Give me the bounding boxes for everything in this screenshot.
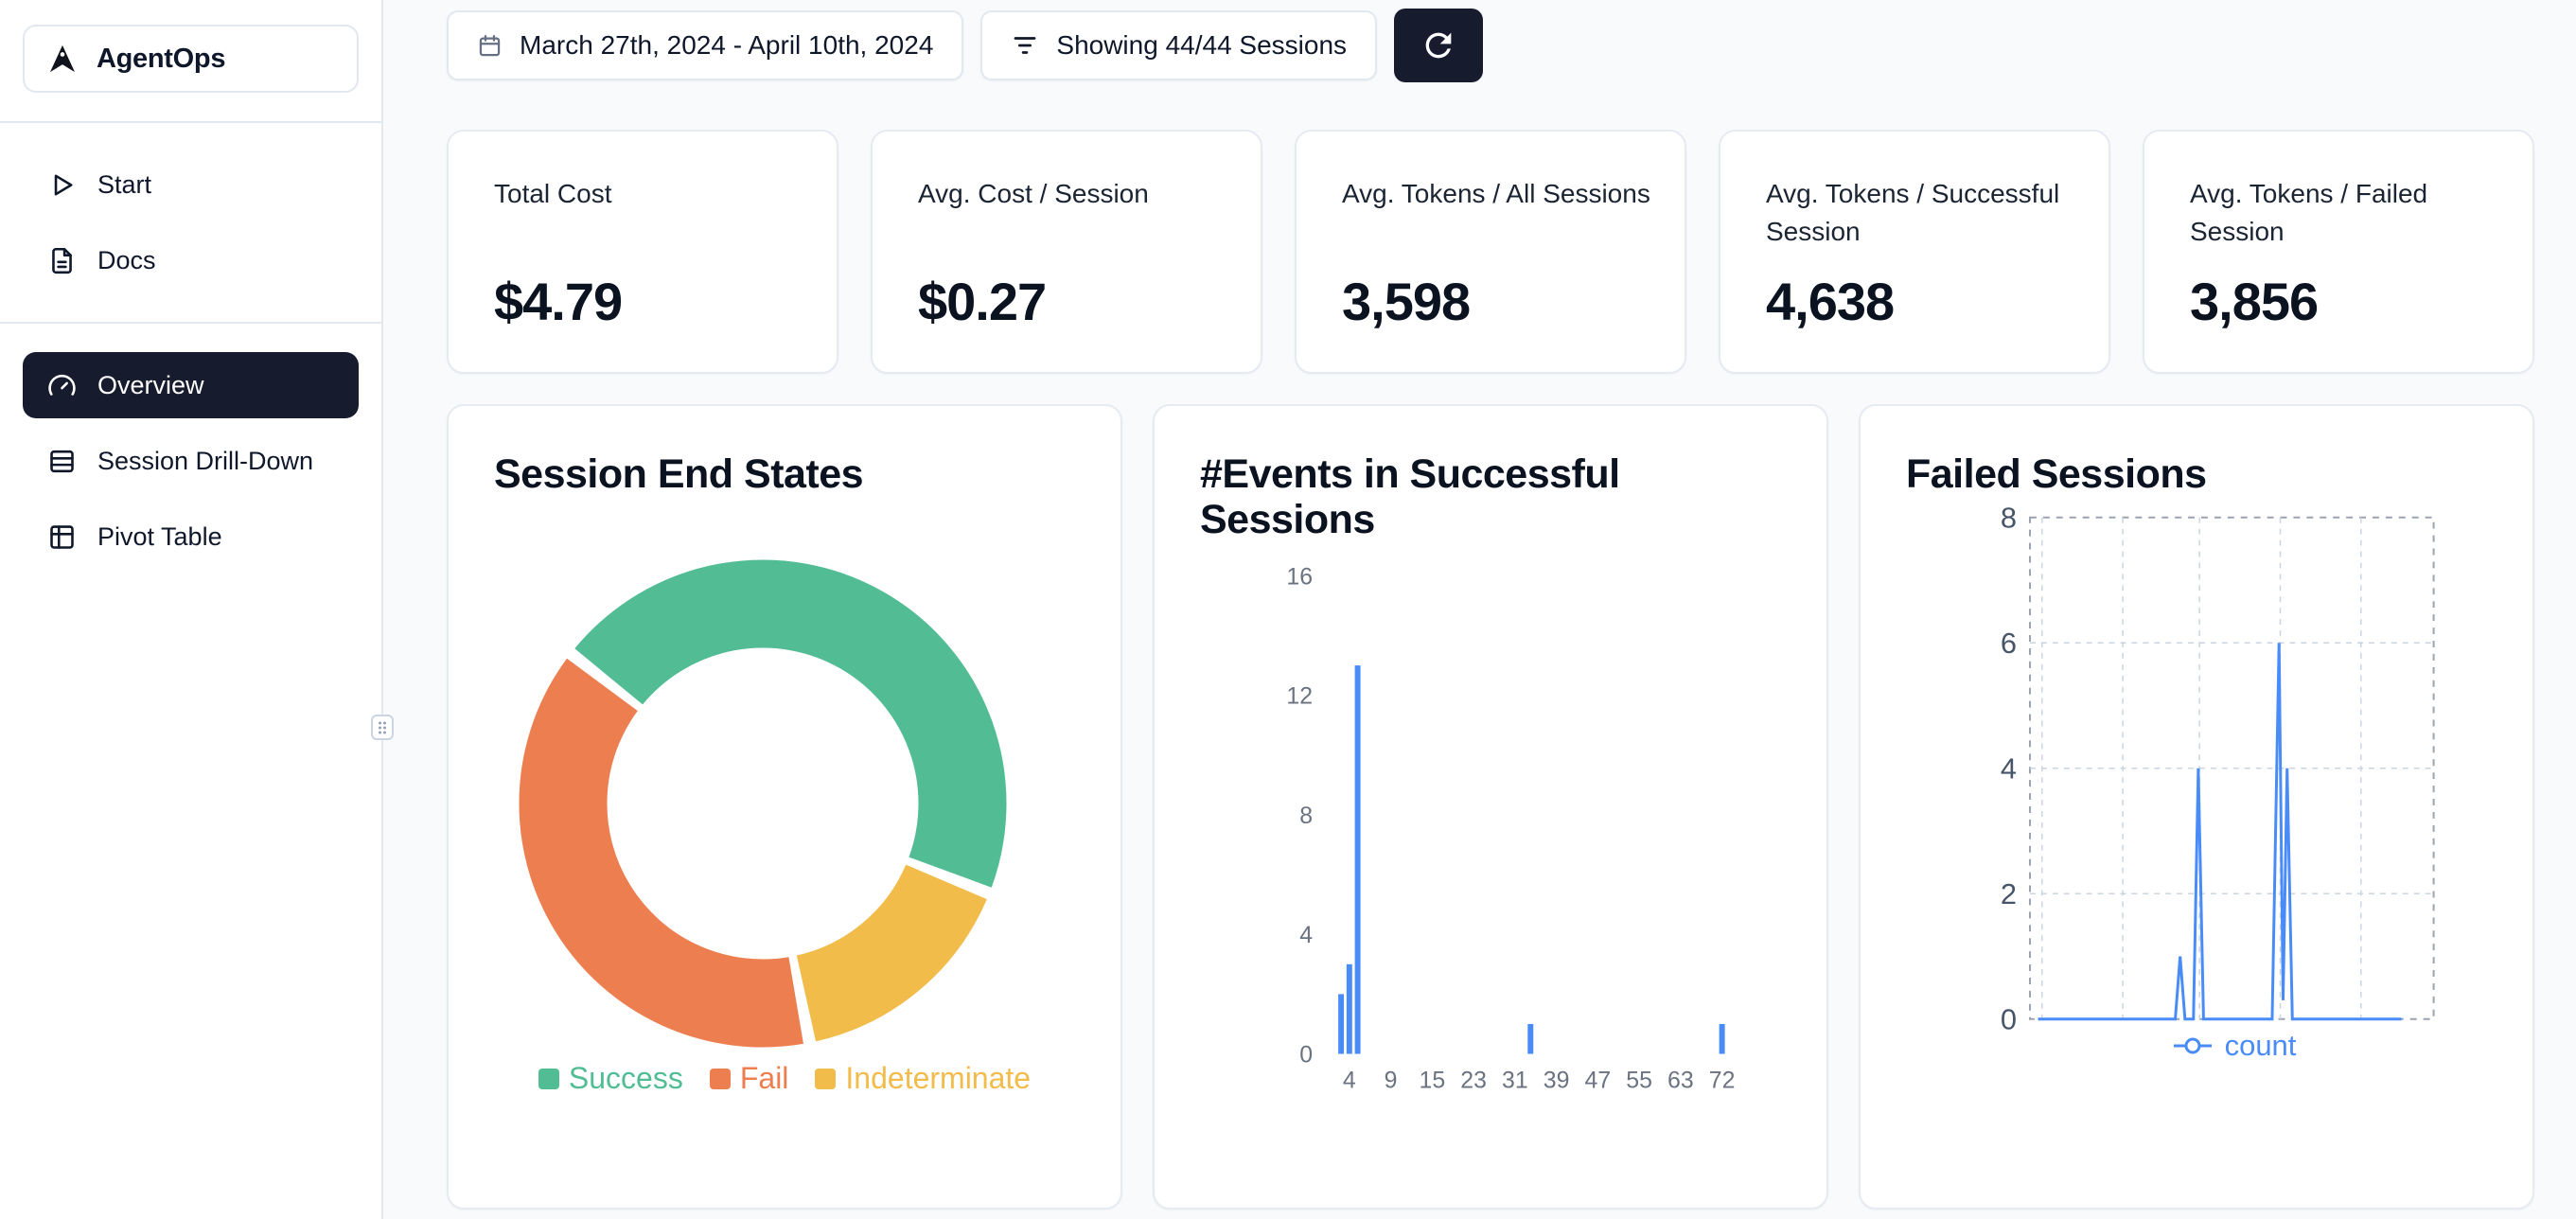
legend-swatch (709, 1068, 731, 1089)
svg-text:12: 12 (1286, 684, 1313, 710)
refresh-button[interactable] (1394, 9, 1484, 82)
failed-sessions-line-chart[interactable]: 0 2 4 6 8 (1861, 406, 2532, 1208)
sidebar-item-label: Pivot Table (97, 521, 222, 551)
count-legend[interactable]: count (2031, 1029, 2437, 1063)
sidebar-item-pivot-table[interactable]: Pivot Table (23, 504, 359, 570)
svg-text:4: 4 (2001, 752, 2017, 786)
sessions-filter-label: Showing 44/44 Sessions (1056, 30, 1348, 60)
svg-text:4: 4 (1343, 1068, 1356, 1093)
rows-icon (50, 450, 74, 472)
stat-card-avg-tokens-successful: Avg. Tokens / Successful Session 4,638 (1719, 130, 2110, 374)
svg-text:72: 72 (1709, 1068, 1736, 1093)
divider (0, 121, 381, 123)
svg-text:55: 55 (1626, 1068, 1652, 1093)
stats-row: Total Cost $4.79 Avg. Cost / Session $0.… (447, 130, 2534, 374)
svg-text:0: 0 (1299, 1042, 1313, 1068)
date-range-label: March 27th, 2024 - April 10th, 2024 (520, 30, 934, 60)
donut-legend-item[interactable]: Indeterminate (815, 1061, 1031, 1096)
agentops-logo-icon (50, 44, 75, 73)
sidebar-item-overview[interactable]: Overview (23, 352, 359, 418)
legend-label: Fail (739, 1061, 789, 1095)
sidebar-item-label: Session Drill-Down (97, 446, 314, 475)
svg-text:8: 8 (1299, 804, 1313, 829)
play-icon (54, 174, 73, 195)
svg-text:39: 39 (1544, 1068, 1570, 1093)
stat-card-avg-tokens-failed: Avg. Tokens / Failed Session 3,856 (2143, 130, 2534, 374)
stat-value: 4,638 (1766, 272, 1895, 331)
sidebar-top-menu: Start Docs (23, 151, 359, 293)
sessions-filter-button[interactable]: Showing 44/44 Sessions (980, 10, 1378, 80)
sidebar-item-start[interactable]: Start (23, 151, 359, 218)
svg-text:9: 9 (1385, 1068, 1398, 1093)
donut-legend-item[interactable]: Success (538, 1061, 683, 1096)
stat-card-total-cost: Total Cost $4.79 (447, 130, 838, 374)
stat-value: $0.27 (918, 272, 1047, 331)
chart-title: Failed Sessions (1906, 451, 2207, 497)
svg-text:23: 23 (1460, 1068, 1487, 1093)
svg-text:4: 4 (1299, 923, 1313, 948)
session-end-states-donut-chart[interactable] (449, 548, 1122, 1097)
failed-sessions-card: Failed Sessions 0 2 4 6 8 count (1859, 404, 2534, 1210)
svg-text:47: 47 (1585, 1068, 1612, 1093)
divider (0, 322, 381, 324)
calendar-icon (479, 34, 501, 56)
filter-icon (1015, 37, 1036, 54)
sidebar-resize-handle[interactable] (371, 715, 394, 740)
sidebar-nav-menu: Overview Session Drill-Down Pivot Table (23, 352, 359, 570)
legend-label: Success (568, 1061, 683, 1095)
donut-legend-item[interactable]: Fail (709, 1061, 789, 1096)
stat-card-avg-tokens-all: Avg. Tokens / All Sessions 3,598 (1295, 130, 1686, 374)
date-range-button[interactable]: March 27th, 2024 - April 10th, 2024 (447, 10, 964, 80)
stat-label: Avg. Tokens / Successful Session (1766, 179, 2060, 246)
svg-text:8: 8 (2001, 502, 2017, 535)
pivot-table-icon (50, 524, 74, 549)
count-legend-label: count (2224, 1029, 2297, 1062)
line-legend-marker-icon (2173, 1037, 2212, 1054)
sidebar-item-label: Start (97, 169, 152, 199)
svg-text:15: 15 (1420, 1068, 1446, 1093)
svg-text:31: 31 (1502, 1068, 1528, 1093)
chart-title: Session End States (494, 451, 864, 497)
stat-value: 3,598 (1342, 272, 1471, 331)
refresh-icon (1425, 32, 1452, 59)
sidebar-item-session-drilldown[interactable]: Session Drill-Down (23, 428, 359, 494)
sidebar-item-label: Overview (97, 370, 204, 399)
chart-title: #Events in Successful Sessions (1200, 451, 1620, 543)
topbar: March 27th, 2024 - April 10th, 2024 Show… (447, 9, 2534, 82)
legend-swatch (815, 1068, 837, 1089)
legend-label: Indeterminate (845, 1061, 1032, 1095)
legend-swatch (538, 1068, 559, 1089)
events-bar-chart[interactable]: 0 4 8 12 16 4 9 15 23 31 39 47 55 63 72 (1155, 406, 1826, 1208)
stat-value: $4.79 (494, 272, 623, 331)
svg-text:63: 63 (1667, 1068, 1694, 1093)
docs-icon (52, 247, 72, 274)
stat-card-avg-cost: Avg. Cost / Session $0.27 (871, 130, 1262, 374)
svg-text:2: 2 (2001, 877, 2017, 910)
stat-label: Avg. Tokens / All Sessions (1342, 179, 1650, 208)
session-end-states-card: Session End States Success Fail Indeterm… (447, 404, 1122, 1210)
stat-label: Avg. Cost / Session (918, 179, 1149, 208)
sidebar: AgentOps Start Docs (0, 0, 383, 1219)
stat-value: 3,856 (2190, 272, 2319, 331)
sidebar-item-docs[interactable]: Docs (23, 227, 359, 293)
charts-row: Session End States Success Fail Indeterm… (447, 404, 2534, 1210)
gauge-icon (48, 374, 76, 396)
stat-label: Avg. Tokens / Failed Session (2190, 179, 2428, 246)
sidebar-item-label: Docs (97, 245, 156, 274)
svg-text:0: 0 (2001, 1003, 2017, 1036)
main-content: March 27th, 2024 - April 10th, 2024 Show… (447, 0, 2534, 1210)
logo[interactable]: AgentOps (23, 25, 359, 93)
app-name: AgentOps (97, 43, 226, 74)
events-in-successful-sessions-card: #Events in Successful Sessions 0 4 8 12 16 4 9… (1153, 404, 1828, 1210)
svg-text:16: 16 (1286, 564, 1313, 590)
stat-label: Total Cost (494, 179, 612, 208)
grip-dots-icon (379, 721, 386, 733)
svg-text:6: 6 (2001, 627, 2017, 660)
donut-legend: Success Fail Indeterminate (449, 1061, 1120, 1096)
